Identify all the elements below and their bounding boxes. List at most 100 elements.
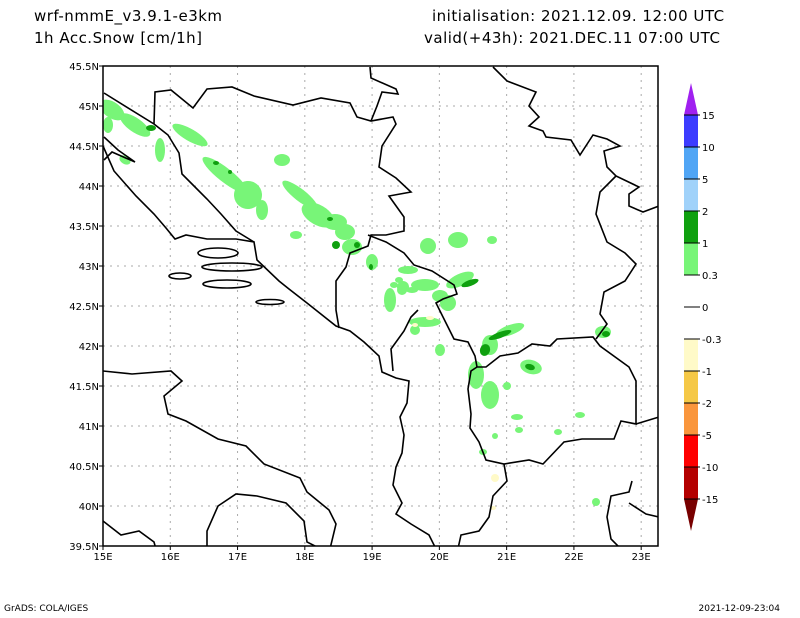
colorbar-label: 0 bbox=[702, 303, 708, 314]
snow-area-0.3-1cm bbox=[481, 381, 499, 409]
x-tick-label: 16E bbox=[161, 552, 180, 563]
italy-coast bbox=[103, 370, 337, 546]
snow-area-0.3-1cm bbox=[554, 429, 562, 435]
bulgaria-greece-border bbox=[635, 416, 658, 425]
montenegro-albania-border bbox=[390, 309, 419, 372]
snow-area-1-2cm bbox=[327, 217, 333, 221]
snow-area-0.3-1cm bbox=[282, 180, 318, 210]
snow-area-0.3-1cm bbox=[119, 113, 151, 137]
island bbox=[202, 279, 252, 289]
colorbar-label: -10 bbox=[702, 463, 718, 474]
snow-area-1-2cm bbox=[146, 125, 156, 131]
island bbox=[168, 272, 192, 280]
snow-area-1-2cm bbox=[488, 330, 512, 340]
snow-area-0.3-1cm bbox=[397, 285, 407, 295]
footer-credit: GrADS: COLA/IGES bbox=[4, 604, 89, 614]
snow-area-0.3-1cm bbox=[411, 279, 439, 291]
y-tick-label: 42N bbox=[79, 342, 99, 353]
x-tick-label: 22E bbox=[564, 552, 583, 563]
colorbar-label: 15 bbox=[702, 111, 715, 122]
colorbar-label: -5 bbox=[702, 431, 712, 442]
colorbar-segment bbox=[684, 243, 698, 275]
island bbox=[201, 262, 263, 272]
italy-south-coast bbox=[103, 520, 156, 546]
snow-area-1-2cm bbox=[228, 170, 232, 174]
y-tick-label: 40N bbox=[79, 502, 99, 513]
colorbar-label: 10 bbox=[702, 143, 715, 154]
y-tick-label: 44N bbox=[79, 182, 99, 193]
y-tick-label: 45.5N bbox=[69, 62, 99, 73]
snow-area-0.3-1cm bbox=[234, 181, 262, 209]
y-tick-label: 43.5N bbox=[69, 222, 99, 233]
snow-area-1-2cm bbox=[354, 242, 360, 248]
serbia-north-border bbox=[369, 66, 400, 122]
serbia-bulgaria-border bbox=[595, 175, 638, 340]
snow-area-0.3-1cm bbox=[448, 232, 468, 248]
y-tick-label: 43N bbox=[79, 262, 99, 273]
snow-area-0.3-1cm bbox=[420, 238, 436, 254]
colorbar-segment bbox=[684, 403, 698, 435]
snow-area-1-2cm bbox=[461, 278, 479, 288]
coastlines-borders bbox=[103, 66, 658, 546]
island bbox=[255, 298, 285, 306]
greece-coast-east bbox=[628, 502, 658, 518]
x-tick-label: 17E bbox=[228, 552, 247, 563]
x-tick-label: 18E bbox=[295, 552, 314, 563]
snow-area-0.3-1cm bbox=[410, 325, 420, 335]
snow-area-1-2cm bbox=[213, 161, 219, 165]
snow-area-0.3-1cm bbox=[366, 254, 378, 270]
x-tick-label: 15E bbox=[93, 552, 112, 563]
snow-area-negative bbox=[412, 323, 418, 327]
snow-area-0.3-1cm bbox=[274, 154, 290, 166]
snow-area-1-2cm bbox=[602, 331, 610, 337]
colorbar-segment bbox=[684, 467, 698, 499]
snow-area-0.3-1cm bbox=[384, 288, 396, 312]
snow-area-0.3-1cm bbox=[487, 236, 497, 244]
y-tick-label: 42.5N bbox=[69, 302, 99, 313]
adriatic-east-coast bbox=[103, 145, 436, 546]
snow-area-1-2cm bbox=[479, 344, 491, 356]
colorbar-min-arrow bbox=[684, 499, 698, 531]
snow-area-0.3-1cm bbox=[335, 224, 355, 240]
snow-area-0.3-1cm bbox=[395, 277, 403, 283]
snow-area-0.3-1cm bbox=[468, 361, 484, 389]
snow-area-0.3-1cm bbox=[172, 123, 208, 147]
snow-area-0.3-1cm bbox=[435, 344, 445, 356]
snow-area-0.3-1cm bbox=[511, 414, 523, 420]
colorbar-label: 1 bbox=[702, 239, 708, 250]
snow-area-negative bbox=[426, 316, 434, 320]
colorbar-max-arrow bbox=[684, 83, 698, 115]
snow-area-0.3-1cm bbox=[103, 99, 125, 121]
snow-area-0.3-1cm bbox=[290, 231, 302, 239]
snow-area-0.3-1cm bbox=[592, 498, 600, 506]
snow-area-0.3-1cm bbox=[398, 266, 418, 274]
greece-coast bbox=[606, 480, 633, 546]
snow-area-0.3-1cm bbox=[492, 433, 498, 439]
x-tick-label: 19E bbox=[363, 552, 382, 563]
colorbar-segment bbox=[684, 211, 698, 243]
montenegro-serbia-border bbox=[367, 234, 478, 368]
colorbar-segment bbox=[684, 115, 698, 147]
snow-area-1-2cm bbox=[332, 241, 340, 249]
model-title: wrf-nmmE_v3.9.1-e3km bbox=[34, 7, 223, 25]
serbia-romania-border bbox=[492, 66, 658, 213]
y-tick-label: 39.5N bbox=[69, 542, 99, 553]
istria-coast bbox=[103, 136, 136, 163]
snow-area-0.3-1cm bbox=[155, 138, 165, 162]
colorbar-segment bbox=[684, 307, 698, 339]
y-tick-label: 41N bbox=[79, 422, 99, 433]
north-macedonia-border bbox=[467, 336, 637, 465]
colorbar-label: -15 bbox=[702, 495, 718, 506]
y-tick-label: 45N bbox=[79, 102, 99, 113]
snow-field bbox=[103, 99, 611, 510]
initialisation-time: initialisation: 2021.12.09. 12:00 UTC bbox=[432, 7, 725, 25]
snow-area-1-2cm bbox=[369, 264, 373, 270]
x-tick-label: 21E bbox=[497, 552, 516, 563]
colorbar: 15 10 5 2 1 0.3 0 -0.3 -1 -2 -5 -10 -15 bbox=[684, 83, 722, 531]
colorbar-label: 2 bbox=[702, 207, 708, 218]
snow-area-0.3-1cm bbox=[256, 200, 268, 220]
snow-area-0.3-1cm bbox=[202, 156, 248, 194]
colorbar-label: 5 bbox=[702, 175, 708, 186]
albania-greece-border bbox=[457, 463, 508, 546]
